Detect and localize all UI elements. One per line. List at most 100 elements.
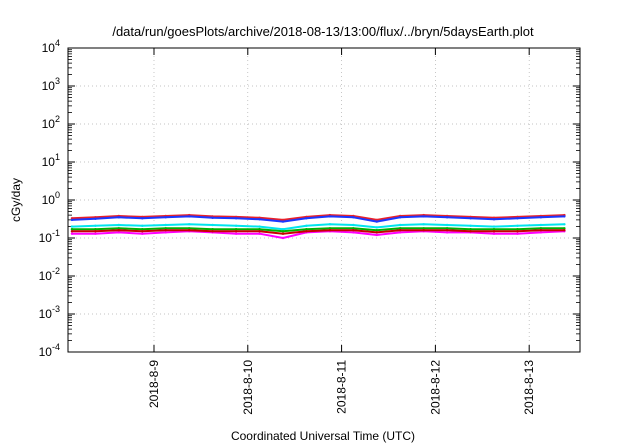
series-6-point	[305, 230, 308, 233]
series-5-point	[492, 228, 496, 231]
series-6-point	[141, 230, 144, 233]
series-5-point	[94, 228, 97, 231]
series-6-point	[211, 230, 214, 233]
series-4-point	[70, 225, 74, 228]
series-2-point	[258, 218, 261, 221]
series-2-point	[492, 218, 496, 221]
series-3-point	[258, 232, 261, 235]
series-line-2	[71, 215, 565, 223]
series-1-point	[281, 218, 285, 222]
series-2-point	[422, 215, 425, 218]
series-4-point	[422, 223, 425, 226]
y-tick-label: 104	[42, 38, 60, 55]
y-tick-label: 10-3	[39, 304, 60, 321]
series-6-point	[469, 230, 472, 233]
series-3-point	[492, 232, 496, 235]
series-3-point	[375, 233, 378, 237]
series-5-point	[305, 228, 308, 231]
series-6-point	[422, 229, 425, 232]
series-4-point	[539, 223, 543, 227]
series-line-3	[71, 230, 565, 239]
series-6-point	[258, 230, 261, 233]
series-5-point	[211, 228, 214, 231]
x-tick-label: 2018-8-13	[522, 360, 536, 415]
series-6-point	[234, 230, 238, 233]
series-6-point	[563, 229, 566, 232]
series-5-point	[281, 230, 285, 233]
series-3-point	[352, 231, 355, 234]
series-6-point	[516, 230, 519, 233]
series-2-point	[305, 217, 308, 220]
series-line-4	[71, 223, 565, 231]
series-3-point	[399, 231, 402, 234]
series-line-1	[71, 214, 565, 221]
series-4-point	[492, 225, 496, 228]
series-4-point	[516, 224, 519, 227]
series-5-point	[469, 228, 472, 231]
series-3-point	[445, 231, 449, 234]
series-5-point	[258, 228, 261, 231]
series-4-point	[328, 223, 332, 226]
series-4-point	[563, 223, 566, 226]
chart-title: /data/run/goesPlots/archive/2018-08-13/1…	[112, 24, 534, 39]
series-3-point	[234, 232, 238, 235]
series-3-point	[516, 232, 519, 235]
series-5-point	[445, 227, 449, 230]
series-6-point	[492, 230, 496, 233]
series-4-point	[445, 223, 449, 227]
series-6-point	[399, 229, 402, 232]
series-6-point	[352, 229, 355, 232]
plot-frame	[67, 47, 581, 353]
y-tick-label: 100	[42, 190, 60, 207]
series-5-point	[164, 227, 167, 230]
series-2-point	[516, 217, 519, 220]
series-2-point	[70, 218, 74, 222]
series-6-point	[281, 232, 285, 235]
x-axis-label: Coordinated Universal Time (UTC)	[231, 429, 415, 443]
x-tick-label: 2018-8-9	[147, 360, 161, 408]
series-5-point	[516, 228, 519, 231]
series-6-point	[328, 229, 332, 232]
series-2-point	[375, 220, 378, 223]
series-5-point	[352, 227, 355, 230]
series-4-point	[375, 226, 378, 229]
series-5-point	[375, 229, 378, 232]
series-3-point	[94, 232, 97, 235]
series-5-point	[422, 227, 425, 230]
series-4-point	[117, 223, 121, 227]
series-5-point	[399, 227, 402, 230]
series-2-point	[563, 215, 566, 218]
series-2-point	[234, 217, 238, 220]
series-2-point	[539, 216, 543, 219]
series-4-point	[305, 224, 308, 227]
y-tick-label: 10-2	[39, 266, 60, 283]
series-2-point	[445, 216, 449, 219]
series-4-point	[234, 224, 238, 227]
series-2-point	[188, 215, 191, 218]
series-6-point	[70, 230, 74, 233]
x-tick-label: 2018-8-12	[428, 360, 442, 415]
y-tick-label: 10-1	[39, 228, 60, 245]
series-4-point	[281, 228, 285, 231]
series-2-point	[399, 216, 402, 219]
series-4-point	[258, 225, 261, 228]
y-axis-label: cGy/day	[9, 178, 23, 222]
series-2-point	[328, 215, 332, 218]
series-6-point	[539, 229, 543, 232]
series-5-point	[70, 228, 74, 231]
series-2-point	[281, 220, 285, 223]
y-tick-label: 10-4	[39, 342, 60, 359]
x-tick-label: 2018-8-10	[241, 360, 255, 415]
y-tick-label: 102	[42, 114, 60, 131]
series-5-point	[117, 227, 121, 230]
series-2-point	[117, 216, 121, 219]
series-2-point	[469, 217, 472, 220]
series-6-point	[188, 229, 191, 232]
series-2-point	[164, 216, 167, 219]
series-3-point	[539, 231, 543, 234]
series-line-6	[71, 229, 565, 235]
series-3-point	[281, 236, 285, 240]
series-6-point	[375, 231, 378, 234]
series-4-point	[141, 224, 144, 227]
